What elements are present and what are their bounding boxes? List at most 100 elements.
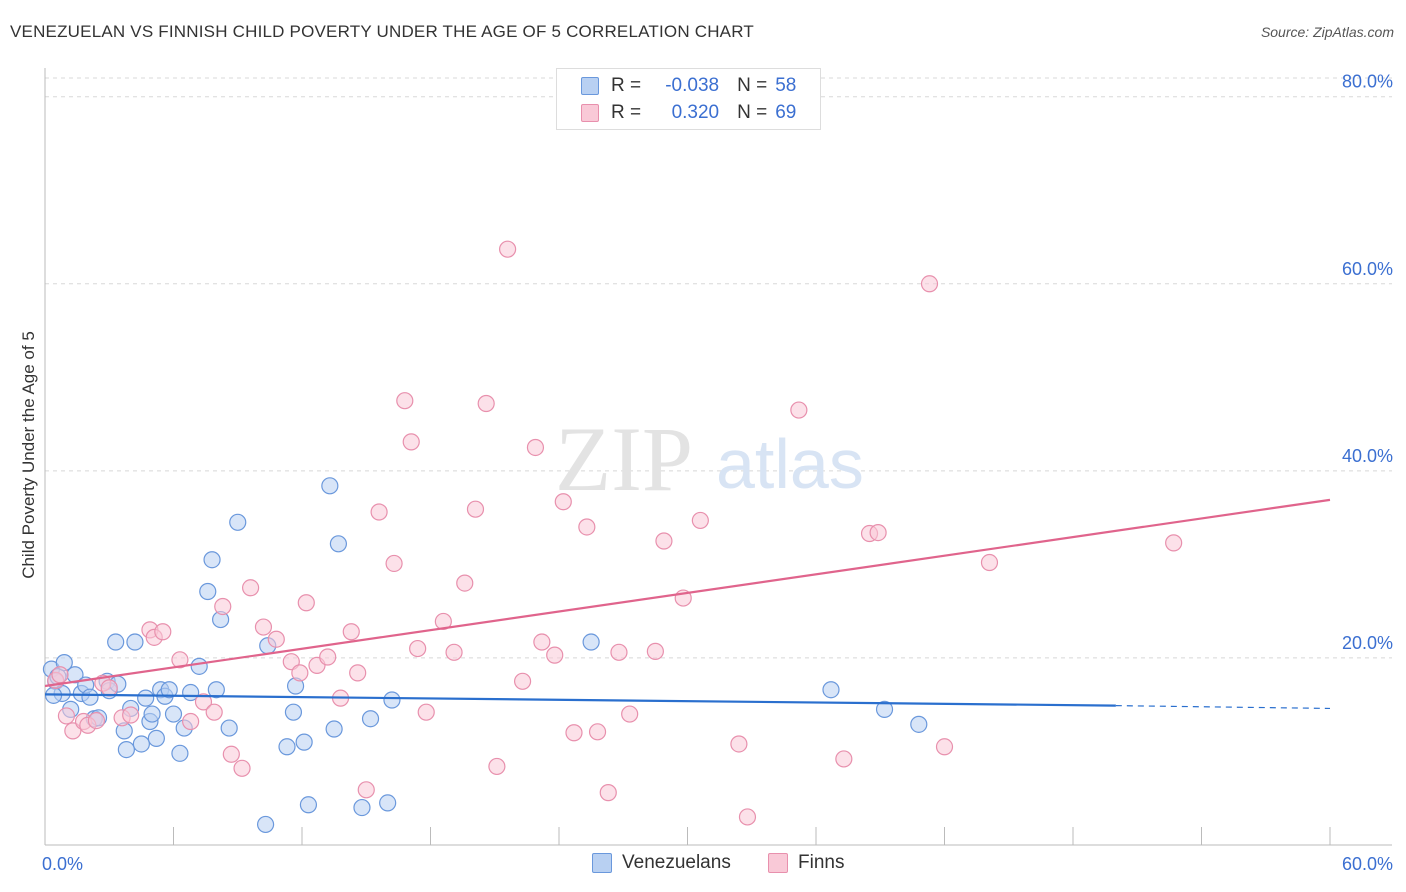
venezuelan-point <box>822 681 840 699</box>
venezuelan-point <box>353 798 371 817</box>
finn-point <box>396 392 414 410</box>
finn-point <box>205 703 223 721</box>
finn-point <box>409 639 427 658</box>
finn-point <box>349 664 367 682</box>
venezuelan-point <box>132 735 150 753</box>
finn-point <box>646 642 664 660</box>
finn-point <box>477 394 495 413</box>
finn-point <box>588 723 607 741</box>
finn-point <box>417 703 435 721</box>
finn-point <box>370 503 388 521</box>
venezuelan-point <box>321 477 339 495</box>
finn-point <box>182 712 200 731</box>
finn-point <box>578 518 596 536</box>
finn-point <box>738 808 757 826</box>
venezuelan-point <box>160 681 178 699</box>
venezuelan-point <box>190 657 208 675</box>
venezuelan-point <box>203 551 221 569</box>
r-label: R = <box>611 75 642 96</box>
venezuelans-swatch <box>592 853 612 873</box>
finn-point <box>466 500 485 518</box>
finn-point <box>100 679 118 697</box>
chart-title: VENEZUELAN VS FINNISH CHILD POVERTY UNDE… <box>10 22 754 41</box>
venezuelan-point <box>143 705 161 723</box>
finn-point <box>445 643 463 661</box>
finn-point <box>233 759 251 777</box>
finn-point <box>599 784 617 802</box>
legend-item-venezuelans[interactable]: Venezuelans <box>592 852 731 874</box>
finn-point <box>385 554 403 573</box>
trend-lines <box>44 498 1331 710</box>
venezuelan-point <box>126 633 144 651</box>
venezuelan-point <box>199 582 217 601</box>
finn-point <box>214 597 232 616</box>
n-label: N = <box>737 75 768 96</box>
venezuelan-point <box>81 688 99 706</box>
legend-label-venezuelans: Venezuelans <box>622 852 731 873</box>
venezuelan-point <box>582 633 600 651</box>
venezuelan-point <box>171 744 189 762</box>
venezuelan-point <box>361 710 380 728</box>
finn-point <box>267 630 285 648</box>
venezuelan-point <box>875 700 894 718</box>
x-tick-label-min: 0.0% <box>42 854 83 874</box>
finn-point <box>526 438 545 457</box>
venezuelan-point <box>329 535 348 553</box>
y-tick-label: 80.0% <box>1342 72 1393 92</box>
watermark-atlas: atlas <box>716 425 864 503</box>
venezuelan-point <box>383 691 401 709</box>
legend-item-finns[interactable]: Finns <box>768 852 844 874</box>
axes <box>44 68 1392 846</box>
y-tick-label: 20.0% <box>1342 633 1393 653</box>
n-value: 58 <box>775 75 797 96</box>
finn-point <box>835 750 853 768</box>
finn-point <box>357 781 375 799</box>
finn-point <box>499 240 517 258</box>
venezuelan-point <box>220 719 238 737</box>
venezuelans-swatch <box>581 77 599 95</box>
tick-labels: 20.0% 40.0% 60.0% 80.0% 0.0% 60.0% <box>42 72 1393 874</box>
finn-point <box>291 664 309 682</box>
finn-point <box>621 705 639 723</box>
finn-point <box>254 618 273 636</box>
r-value: -0.038 <box>665 75 720 96</box>
watermark: ZIP atlas <box>555 408 864 510</box>
source-credit: Source: ZipAtlas.com <box>1260 24 1394 40</box>
venezuelan-point <box>325 720 343 738</box>
venezuelan-point <box>295 733 313 751</box>
finn-point <box>935 738 954 756</box>
finn-point <box>488 757 506 776</box>
gridlines <box>45 77 1392 659</box>
finn-point <box>546 646 564 664</box>
finn-point <box>533 633 551 651</box>
legend-label-finns: Finns <box>798 852 845 873</box>
finn-point <box>456 574 474 592</box>
finn-point <box>655 532 673 550</box>
venezuelan-point <box>256 815 275 834</box>
finn-point <box>342 623 360 641</box>
venezuelans-trend-line <box>44 693 1116 707</box>
watermark-zip: ZIP <box>555 408 693 510</box>
n-value: 69 <box>775 102 797 123</box>
venezuelan-point <box>229 513 247 531</box>
data-points <box>42 240 1183 834</box>
finn-point <box>920 275 939 293</box>
finn-point <box>730 735 748 753</box>
venezuelan-point <box>278 738 296 756</box>
r-label: R = <box>611 102 642 123</box>
venezuelan-point <box>107 633 125 651</box>
venezuelan-point <box>299 796 318 814</box>
legend-row-venezuelans: R = -0.038 N = 58 <box>581 73 796 99</box>
finn-point <box>122 706 140 724</box>
n-label: N = <box>737 102 768 123</box>
finn-point <box>434 612 452 631</box>
finn-point <box>194 693 213 711</box>
finns-swatch <box>581 104 599 122</box>
finn-point <box>222 745 240 763</box>
finns-trend-line <box>44 498 1331 688</box>
venezuelan-point <box>379 794 397 812</box>
finn-point <box>402 433 420 451</box>
x-tick-label-max: 60.0% <box>1342 854 1393 874</box>
venezuelan-point <box>284 703 303 721</box>
